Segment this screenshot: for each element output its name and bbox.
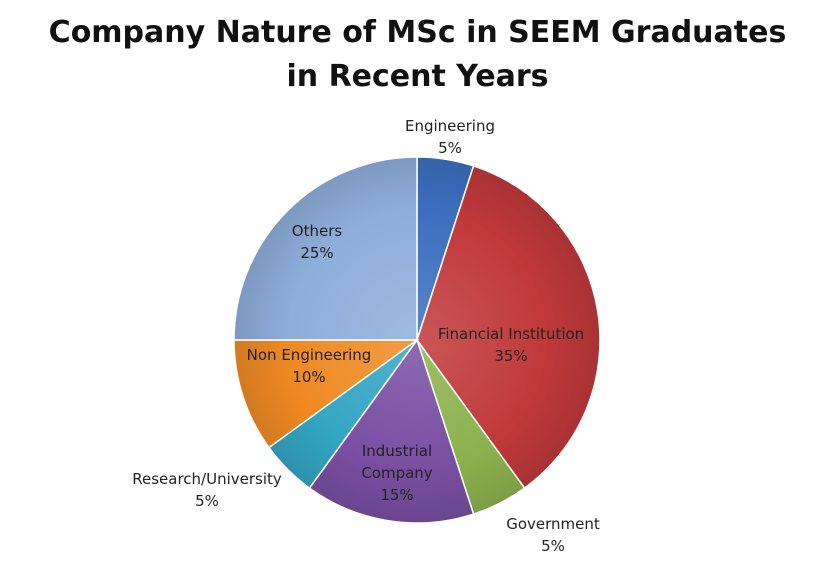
chart-title-line-1: Company Nature of MSc in SEEM Graduates <box>48 15 787 50</box>
pie-slice-others <box>233 156 418 341</box>
slice-label-industrial-company-line-1: Industrial <box>362 442 432 460</box>
chart-title-line-2: in Recent Years <box>286 59 549 94</box>
slice-value-government: 5% <box>541 537 565 555</box>
slice-label-industrial-company-line-2: Company <box>361 464 432 482</box>
slice-value-non-engineering: 10% <box>292 368 325 386</box>
pie-slice-industrial-company <box>308 338 475 524</box>
slice-value-engineering: 5% <box>438 139 462 157</box>
slice-label-government: Government <box>506 515 600 533</box>
slice-value-others: 25% <box>300 244 333 262</box>
pie-slice-financial-institution <box>416 165 601 490</box>
slice-label-others: Others <box>292 222 343 240</box>
slice-value-financial-institution: 35% <box>494 347 527 365</box>
slice-value-industrial-company: 15% <box>380 486 413 504</box>
slice-label-financial-institution: Financial Institution <box>438 325 584 343</box>
slice-value-research-university: 5% <box>195 492 219 510</box>
slice-label-engineering: Engineering <box>405 117 495 135</box>
pie-slice-non-engineering <box>233 339 420 449</box>
slice-label-research-university: Research/University <box>132 470 282 488</box>
slice-label-non-engineering: Non Engineering <box>247 346 372 364</box>
